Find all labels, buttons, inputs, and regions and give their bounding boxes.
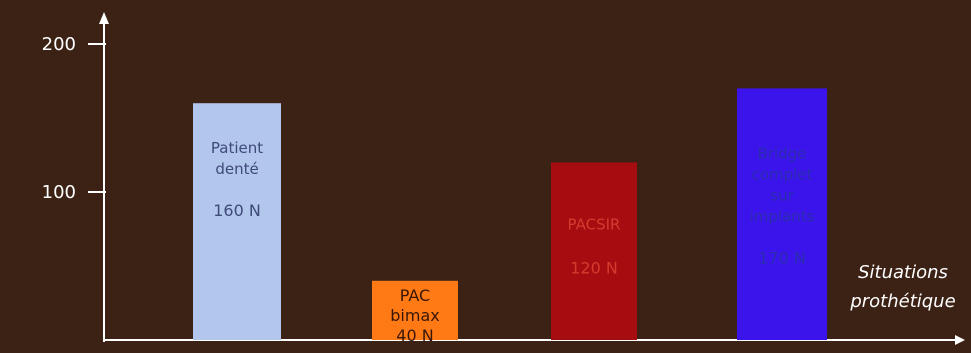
bar: [737, 88, 827, 341]
bar-label: bimax: [390, 306, 439, 325]
y-tick-label: 100: [42, 182, 76, 203]
x-axis-arrow: [955, 335, 965, 345]
bar-label: 40 N: [396, 326, 433, 345]
x-axis-label: Situations: [858, 262, 948, 283]
bar-label: Patient: [211, 139, 263, 157]
bar-label: complet: [752, 165, 813, 183]
bar-label: 160 N: [213, 201, 261, 220]
bar-label: denté: [215, 160, 258, 178]
bar-label: PAC: [400, 286, 430, 305]
y-axis-arrow: [99, 12, 109, 24]
bar: [372, 280, 458, 340]
x-axis-label: prothétique: [849, 291, 955, 312]
bar-label: Bridge: [758, 144, 807, 162]
bar-label: 170 N: [758, 248, 806, 267]
bar-label: PACSIR: [568, 215, 621, 233]
bar-label: implants: [750, 207, 815, 225]
bar-label: sur: [770, 186, 794, 204]
bar: [551, 162, 637, 340]
bar-label: 120 N: [570, 258, 618, 277]
bar: [193, 103, 281, 340]
y-tick-label: 200: [42, 34, 76, 55]
